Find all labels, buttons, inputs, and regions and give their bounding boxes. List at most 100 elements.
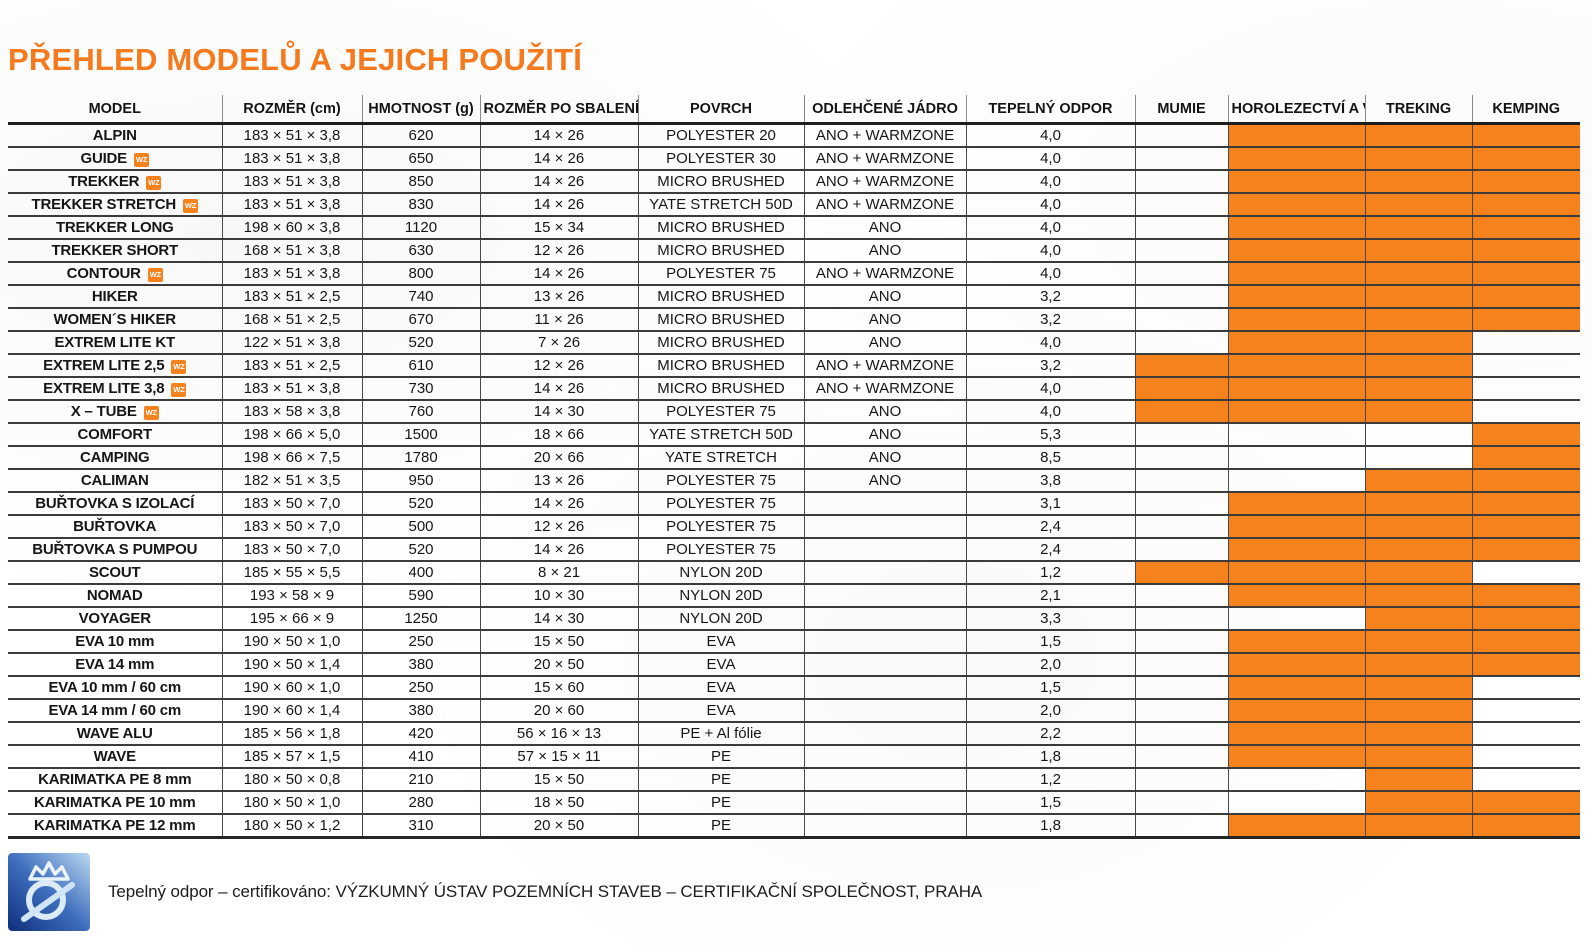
cell-packed: 14 × 26 [479,147,638,171]
cell-camp-on [1471,492,1580,516]
cell-trek-on [1364,630,1472,654]
cell-packed: 20 × 66 [479,446,638,470]
cell-surface: EVA [637,676,804,700]
cell-climb-on [1227,745,1365,769]
cell-size: 195 × 66 × 9 [221,607,362,631]
cell-surface: POLYESTER 30 [637,147,804,171]
cell-climb-on [1227,515,1365,539]
cell-core: ANO + WARMZONE [803,354,966,378]
cell-trek-on [1364,699,1472,723]
cell-thermal: 1,8 [965,745,1135,769]
cell-climb-on [1227,400,1365,424]
cell-weight: 250 [361,630,480,654]
cell-camp-on [1471,285,1580,309]
cell-climb-off [1227,768,1365,792]
cell-surface: POLYESTER 75 [637,469,804,493]
cell-mumie-off [1134,538,1228,562]
cell-core: ANO + WARMZONE [803,123,966,148]
cell-trek-on [1364,308,1472,332]
cell-model: EXTREM LITE 2,5 WZ [8,354,222,378]
table-row: TREKKER SHORT 168 × 51 × 3,8 630 12 × 26 MIC… [8,239,1580,263]
cell-surface: NYLON 20D [637,561,804,585]
cell-mumie-off [1134,630,1228,654]
cell-core [803,561,966,585]
cell-size: 185 × 57 × 1,5 [221,745,362,769]
cell-packed: 18 × 50 [479,791,638,815]
cell-core [803,492,966,516]
table-header: MODEL ROZMĚR (cm) HMOTNOST (g) ROZMĚR PO SB… [8,95,1580,125]
table-row: CONTOUR WZ 183 × 51 × 3,8 800 14 × 26 POLYEST… [8,262,1580,286]
cell-core: ANO + WARMZONE [803,377,966,401]
cell-thermal: 4,0 [965,239,1135,263]
cell-weight: 520 [361,538,480,562]
table-row: VOYAGER 195 × 66 × 9 1250 14 × 30 NYLON 20D 3… [8,607,1580,631]
cell-core [803,607,966,631]
cell-thermal: 2,4 [965,515,1135,539]
cell-trek-on [1364,262,1472,286]
cell-size: 190 × 50 × 1,4 [221,653,362,677]
cell-thermal: 1,5 [965,676,1135,700]
column-header-core: ODLEHČENÉ JÁDRO [803,95,966,125]
table-row: ALPIN 183 × 51 × 3,8 620 14 × 26 POLYESTER 2… [8,123,1580,148]
cell-size: 190 × 60 × 1,4 [221,699,362,723]
cell-packed: 12 × 26 [479,239,638,263]
cell-size: 180 × 50 × 1,2 [221,814,362,839]
cell-mumie-off [1134,446,1228,470]
cell-mumie-off [1134,331,1228,355]
cell-mumie-off [1134,722,1228,746]
cell-core [803,584,966,608]
table-row: GUIDE WZ 183 × 51 × 3,8 650 14 × 26 POLYESTER… [8,147,1580,171]
cell-thermal: 3,2 [965,354,1135,378]
cell-thermal: 1,8 [965,814,1135,839]
cell-climb-on [1227,561,1365,585]
cell-mumie-off [1134,653,1228,677]
cell-packed: 12 × 26 [479,515,638,539]
cell-trek-on [1364,814,1472,839]
cell-trek-on [1364,561,1472,585]
cell-thermal: 2,0 [965,653,1135,677]
cell-weight: 520 [361,492,480,516]
cell-size: 183 × 51 × 3,8 [221,170,362,194]
cell-thermal: 3,2 [965,308,1135,332]
cell-thermal: 2,2 [965,722,1135,746]
cell-packed: 14 × 26 [479,123,638,148]
cell-model: TREKKER SHORT [8,239,222,263]
cell-surface: PE [637,745,804,769]
table-row: WAVE 185 × 57 × 1,5 410 57 × 15 × 11 PE 1,8 [8,745,1580,769]
cell-core: ANO + WARMZONE [803,193,966,217]
cell-packed: 14 × 26 [479,170,638,194]
cell-surface: MICRO BRUSHED [637,331,804,355]
column-header-climb: HOROLEZECTVÍ A VHT [1227,95,1365,125]
cell-packed: 57 × 15 × 11 [479,745,638,769]
cell-climb-on [1227,308,1365,332]
cell-core [803,745,966,769]
cell-weight: 1250 [361,607,480,631]
cell-size: 198 × 60 × 3,8 [221,216,362,240]
table-row: EVA 10 mm / 60 cm 190 × 60 × 1,0 250 15 × 6… [8,676,1580,700]
cell-packed: 20 × 50 [479,814,638,839]
cell-weight: 400 [361,561,480,585]
cell-climb-off [1227,791,1365,815]
cell-model: EVA 10 mm / 60 cm [8,676,222,700]
cell-camp-on [1471,607,1580,631]
cell-camp-on [1471,239,1580,263]
certification-text: Tepelný odpor – certifikováno: VÝZKUMNÝ … [108,882,983,901]
cell-core: ANO + WARMZONE [803,170,966,194]
cell-core: ANO [803,308,966,332]
cell-weight: 500 [361,515,480,539]
cell-weight: 410 [361,745,480,769]
cell-size: 183 × 51 × 3,8 [221,262,362,286]
cell-camp-off [1471,722,1580,746]
cell-size: 183 × 50 × 7,0 [221,492,362,516]
cell-core: ANO [803,446,966,470]
cell-weight: 380 [361,699,480,723]
cell-model: HIKER [8,285,222,309]
cell-surface: MICRO BRUSHED [637,216,804,240]
cell-camp-off [1471,331,1580,355]
cell-mumie-off [1134,768,1228,792]
cell-mumie-on [1134,400,1228,424]
column-header-thermal: TEPELNÝ ODPOR [965,95,1135,125]
cell-size: 168 × 51 × 2,5 [221,308,362,332]
cell-packed: 13 × 26 [479,469,638,493]
cell-core [803,814,966,839]
